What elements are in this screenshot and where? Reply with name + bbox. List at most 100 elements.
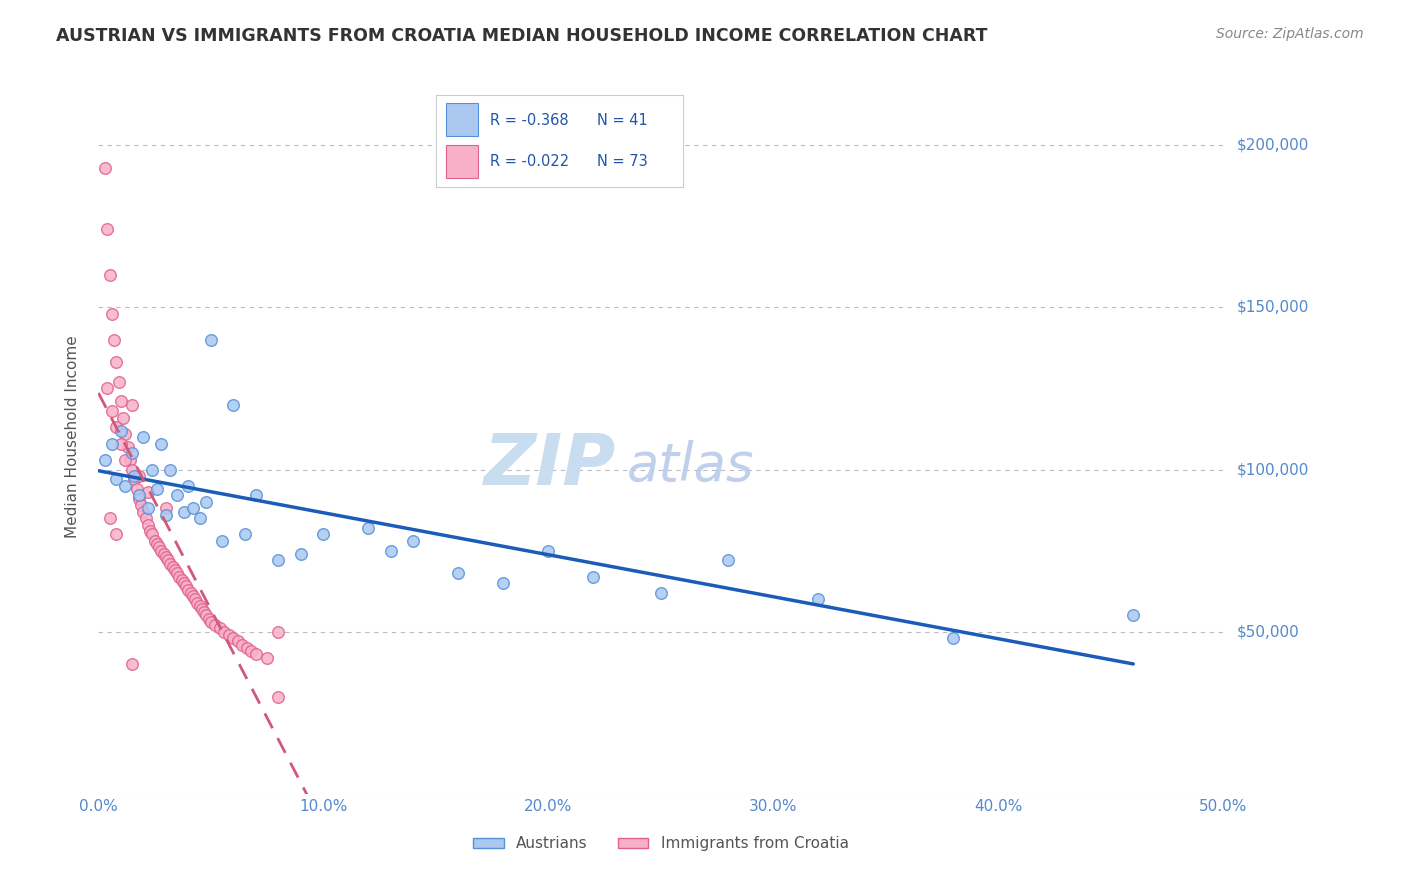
Point <box>98 268 121 282</box>
Point <box>181 589 204 603</box>
Point <box>135 511 157 525</box>
Point <box>101 307 124 321</box>
Point <box>231 638 253 652</box>
Point <box>240 644 263 658</box>
Legend: Austrians, Immigrants from Croatia: Austrians, Immigrants from Croatia <box>467 830 855 857</box>
Point <box>141 462 163 476</box>
Point <box>110 436 132 450</box>
FancyBboxPatch shape <box>446 145 478 178</box>
Point <box>717 553 740 567</box>
Point <box>537 543 560 558</box>
Point <box>492 576 515 591</box>
Point <box>105 472 128 486</box>
Point <box>118 452 141 467</box>
Point <box>129 498 152 512</box>
Point <box>136 501 159 516</box>
Point <box>807 592 830 607</box>
Point <box>245 488 267 502</box>
Point <box>312 527 335 541</box>
Point <box>105 355 128 369</box>
Point <box>101 436 124 450</box>
Point <box>267 553 290 567</box>
Text: N = 73: N = 73 <box>596 153 647 169</box>
Point <box>136 517 159 532</box>
Point <box>124 472 146 486</box>
Point <box>159 462 181 476</box>
Point <box>155 550 177 565</box>
Point <box>170 573 193 587</box>
Text: Source: ZipAtlas.com: Source: ZipAtlas.com <box>1216 27 1364 41</box>
Point <box>200 615 222 629</box>
Point <box>121 657 143 672</box>
Point <box>173 576 195 591</box>
Point <box>650 586 672 600</box>
Point <box>124 469 146 483</box>
Point <box>184 592 207 607</box>
Point <box>114 452 136 467</box>
Point <box>114 426 136 441</box>
Point <box>188 511 211 525</box>
Point <box>128 469 150 483</box>
Point <box>114 479 136 493</box>
Point <box>150 436 173 450</box>
Point <box>233 527 256 541</box>
Point <box>222 398 245 412</box>
Point <box>96 222 118 236</box>
Point <box>188 599 211 613</box>
Point <box>197 612 219 626</box>
Point <box>103 333 125 347</box>
Point <box>155 508 177 522</box>
Point <box>191 602 214 616</box>
Point <box>107 375 129 389</box>
Text: atlas: atlas <box>627 440 755 491</box>
Text: $150,000: $150,000 <box>1237 300 1309 315</box>
Point <box>128 491 150 506</box>
Point <box>211 533 233 548</box>
Point <box>236 640 259 655</box>
Point <box>256 650 278 665</box>
Point <box>942 631 965 645</box>
Point <box>117 440 139 454</box>
Point <box>101 404 124 418</box>
Point <box>150 543 173 558</box>
Point <box>180 586 202 600</box>
Point <box>162 559 184 574</box>
Text: $50,000: $50,000 <box>1237 624 1301 640</box>
Text: R = -0.368: R = -0.368 <box>491 113 569 128</box>
Point <box>155 501 177 516</box>
Text: AUSTRIAN VS IMMIGRANTS FROM CROATIA MEDIAN HOUSEHOLD INCOME CORRELATION CHART: AUSTRIAN VS IMMIGRANTS FROM CROATIA MEDI… <box>56 27 988 45</box>
Point <box>204 618 226 632</box>
Point <box>186 595 208 609</box>
Point <box>139 524 162 538</box>
Point <box>128 488 150 502</box>
Point <box>169 569 191 583</box>
Point <box>121 462 143 476</box>
Point <box>94 161 117 175</box>
Text: $200,000: $200,000 <box>1237 137 1309 153</box>
Point <box>132 430 155 444</box>
Text: N = 41: N = 41 <box>596 113 647 128</box>
Point <box>98 511 121 525</box>
Point <box>1122 608 1144 623</box>
Point <box>143 533 166 548</box>
Point <box>112 410 135 425</box>
Point <box>174 579 197 593</box>
Point <box>357 521 380 535</box>
Point <box>380 543 402 558</box>
Point <box>105 420 128 434</box>
Point <box>267 624 290 639</box>
Point <box>267 690 290 704</box>
Point <box>94 452 117 467</box>
Point <box>195 495 218 509</box>
Point <box>110 424 132 438</box>
Text: ZIP: ZIP <box>484 431 616 500</box>
Point <box>166 488 188 502</box>
Point <box>290 547 312 561</box>
Point <box>136 485 159 500</box>
Point <box>222 631 245 645</box>
Text: $100,000: $100,000 <box>1237 462 1309 477</box>
Point <box>121 398 143 412</box>
Point <box>152 547 174 561</box>
Point <box>105 527 128 541</box>
Point <box>177 479 200 493</box>
